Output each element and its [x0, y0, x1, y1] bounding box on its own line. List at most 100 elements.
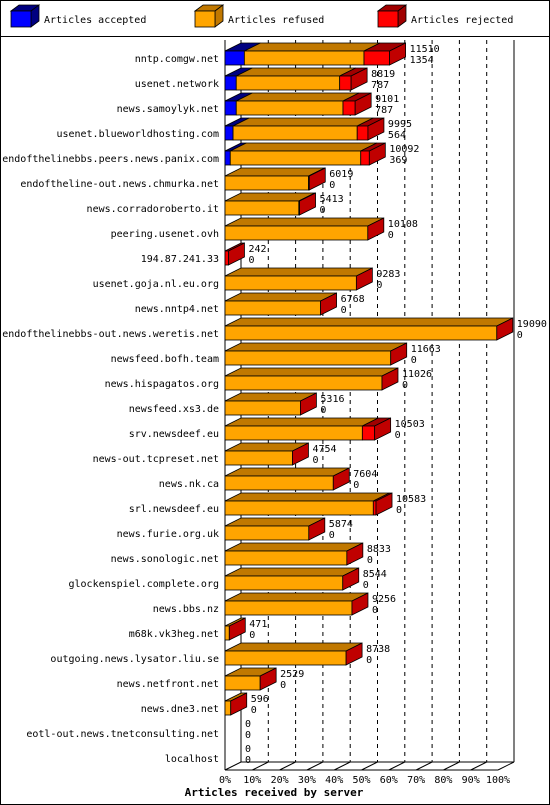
value-label-total: 2529	[280, 669, 304, 680]
value-label-accepted: 0	[245, 755, 251, 766]
x-tick-label: 40%	[325, 775, 343, 786]
legend-item-rejected: Articles rejected	[376, 4, 513, 28]
grid-depth-line	[306, 761, 324, 771]
bar-segment-refused	[232, 117, 374, 141]
value-label-accepted: 0	[245, 730, 251, 741]
x-tick-label: 70%	[407, 775, 425, 786]
category-label: usenet.network	[135, 79, 219, 90]
legend: Articles accepted Articles refused Artic…	[9, 4, 513, 28]
bar-segment-refused	[224, 367, 399, 391]
value-label-accepted: 0	[411, 355, 417, 366]
x-tick-label: 60%	[380, 775, 398, 786]
bar-segment-refused	[224, 317, 513, 341]
value-label-total: 10583	[396, 494, 426, 505]
bar-end-face	[308, 517, 326, 541]
bar-end-face	[354, 92, 372, 116]
bar-end-face	[367, 217, 385, 241]
bar-end-face	[228, 242, 245, 266]
grid-depth-line	[443, 761, 460, 771]
grid-depth-line	[415, 761, 433, 771]
value-label-total: 596	[251, 694, 269, 705]
value-label-total: 5874	[329, 519, 353, 530]
category-label: news.bbs.nz	[153, 604, 219, 615]
bar-end-face	[346, 542, 364, 566]
bar-segment-refused	[224, 567, 359, 591]
value-label-total: 8738	[366, 644, 390, 655]
bar-end-face	[496, 317, 514, 341]
bar-segment-refused	[224, 417, 379, 441]
value-label-accepted: 0	[248, 255, 254, 266]
bar-end-face	[228, 617, 246, 641]
bar-end-face	[332, 467, 350, 491]
x-tick-label: 0%	[219, 775, 231, 786]
value-label-total: 9995	[388, 119, 412, 130]
value-label-total: 0	[245, 744, 251, 755]
category-label: news.hispagatos.org	[105, 379, 219, 390]
x-tick-label: 30%	[298, 775, 316, 786]
legend-swatch-refused	[194, 10, 216, 28]
bar-end-face	[259, 667, 277, 691]
x-tick-label: 80%	[434, 775, 452, 786]
bar-segment-refused	[224, 342, 407, 366]
value-label-accepted: 0	[341, 305, 347, 316]
bar-end-face	[342, 567, 360, 591]
category-label: usenet.blueworldhosting.com	[56, 129, 219, 140]
bar-segment-refused	[235, 67, 356, 91]
category-label: m68k.vk3heg.net	[129, 629, 219, 640]
category-label: newsfeed.bofh.team	[111, 354, 219, 365]
category-label: endofthelinebbs-out.news.weretis.net	[2, 329, 219, 340]
category-label: srv.newsdeef.eu	[129, 429, 219, 440]
bar-end-face	[355, 267, 373, 291]
category-label: outgoing.news.lysator.liu.se	[50, 654, 219, 665]
value-label-accepted: 0	[329, 180, 335, 191]
bars	[224, 42, 514, 716]
value-label-total: 9101	[375, 94, 399, 105]
value-label-accepted: 0	[372, 605, 378, 616]
bar-end-face	[292, 442, 309, 466]
value-label-accepted: 1354	[410, 55, 434, 66]
legend-label-accepted: Articles accepted	[44, 15, 146, 26]
grid-depth-line	[252, 761, 269, 771]
grid-depth-line	[497, 761, 515, 771]
value-label-total: 5413	[320, 194, 344, 205]
x-tick-label: 90%	[462, 775, 480, 786]
category-labels: nntp.comgw.net usenet.network news.samoyly…	[2, 54, 219, 765]
grid-depth-line	[224, 761, 242, 771]
bar-end-face	[345, 642, 363, 666]
category-label: eotl-out.news.tnetconsulting.net	[26, 729, 219, 740]
value-label-total: 6768	[341, 294, 365, 305]
category-label: news.sonologic.net	[111, 554, 219, 565]
bar-end-face	[350, 67, 368, 91]
bar-segment-refused	[224, 292, 337, 316]
value-label-total: 10092	[389, 144, 419, 155]
value-label-accepted: 0	[320, 405, 326, 416]
value-label-accepted: 787	[375, 105, 393, 116]
category-label: news-out.tcpreset.net	[93, 454, 219, 465]
value-label-total: 8819	[371, 69, 395, 80]
category-label: glockenspiel.complete.org	[68, 579, 219, 590]
bar-end-face	[368, 142, 386, 166]
category-label: localhost	[165, 754, 219, 765]
bar-segment-refused	[224, 492, 390, 516]
bar-segment-refused	[224, 467, 350, 491]
value-label-accepted: 0	[402, 380, 408, 391]
value-label-total: 5316	[320, 394, 344, 405]
x-axis-label: Articles received by server	[185, 786, 364, 799]
grid-depth-line	[470, 761, 487, 771]
value-label-accepted: 369	[389, 155, 407, 166]
category-label: news.furie.org.uk	[117, 529, 219, 540]
category-label: peering.usenet.ovh	[111, 229, 219, 240]
bar-segment-accepted	[224, 92, 253, 116]
bar-segment-refused	[224, 542, 364, 566]
value-label-total: 0	[245, 719, 251, 730]
value-label-accepted: 0	[251, 705, 257, 716]
bar-segment-refused	[235, 92, 360, 116]
value-label-total: 4754	[312, 444, 336, 455]
bar-end-face	[390, 342, 408, 366]
value-label-accepted: 0	[353, 480, 359, 491]
value-label-accepted: 0	[395, 430, 401, 441]
category-label: nntp.comgw.net	[135, 54, 219, 65]
value-label-accepted: 0	[517, 330, 523, 341]
value-label-total: 8833	[367, 544, 391, 555]
